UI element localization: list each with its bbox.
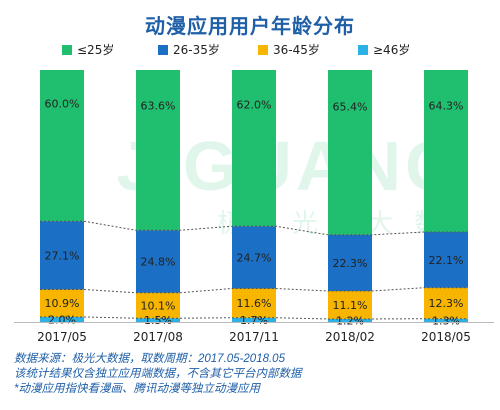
legend-item: ≤25岁 (62, 42, 114, 57)
legend-label: ≤25岁 (77, 42, 114, 57)
bar-segment (424, 232, 468, 288)
note-scope: 该统计结果仅含独立应用端数据，不含其它平台内部数据 (14, 368, 302, 380)
legend-item: 36-45岁 (258, 42, 320, 57)
bar-segment (40, 289, 84, 317)
bar-segment (40, 316, 84, 322)
legend-swatch (158, 45, 168, 55)
legend-label: ≥46岁 (373, 42, 410, 57)
watermark-char: 光 (292, 209, 318, 239)
bar-segment (328, 234, 372, 292)
data-label: 24.8% (141, 256, 176, 269)
x-tick-label: 2018/05 (421, 330, 471, 344)
bar-segment (424, 318, 468, 322)
legend-item: ≥46岁 (358, 42, 410, 57)
data-label: 10.1% (141, 299, 176, 312)
data-label: 22.3% (333, 257, 368, 270)
data-label: 65.4% (333, 100, 368, 113)
note-source: 数据来源：极光大数据，取数周期：2017.05-2018.05 (14, 353, 285, 365)
legend-swatch (62, 45, 72, 55)
legend-label: 36-45岁 (273, 42, 320, 57)
data-label: 12.3% (429, 297, 464, 310)
bar-segment (328, 291, 372, 319)
legend-swatch (358, 45, 368, 55)
x-tick-label: 2017/08 (133, 330, 183, 344)
data-label: 22.1% (429, 254, 464, 267)
bar-segment (232, 226, 276, 289)
data-label: 1.3% (432, 314, 460, 327)
data-label: 27.1% (45, 249, 80, 262)
bar-segment (136, 292, 180, 319)
x-tick-label: 2018/02 (325, 330, 375, 344)
data-label: 60.0% (45, 97, 80, 110)
bar-segment (40, 221, 84, 290)
data-label: 62.0% (237, 98, 272, 111)
bar-segment (232, 70, 276, 227)
source-notes: 数据来源：极光大数据，取数周期：2017.05-2018.05 该统计结果仅含独… (14, 352, 494, 397)
chart-title: 动漫应用用户年龄分布 (145, 16, 355, 38)
data-label: 63.6% (141, 99, 176, 112)
data-label: 1.7% (240, 314, 268, 327)
legend-label: 26-35岁 (173, 42, 220, 57)
bar-segment (328, 70, 372, 235)
bar-segment (40, 70, 84, 222)
bar-segment (424, 70, 468, 233)
x-tick-label: 2017/11 (229, 330, 279, 344)
bar-segment (136, 318, 180, 322)
x-tick-label: 2017/05 (37, 330, 87, 344)
data-label: 64.3% (429, 100, 464, 113)
note-definition: *动漫应用指快看漫画、腾讯动漫等独立动漫应用 (14, 383, 260, 395)
data-label: 2.0% (48, 313, 76, 326)
data-label: 24.7% (237, 251, 272, 264)
bar-segment (136, 230, 180, 293)
data-label: 1.5% (144, 314, 172, 327)
bar-segment (232, 317, 276, 322)
bar-segment (232, 288, 276, 318)
data-label: 10.9% (45, 297, 80, 310)
data-label: 1.2% (336, 314, 364, 327)
bar-segment (136, 70, 180, 231)
data-label: 11.1% (333, 299, 368, 312)
legend-item: 26-35岁 (158, 42, 220, 57)
bar-segment (424, 287, 468, 319)
bar-segment (328, 318, 372, 322)
data-label: 11.6% (237, 297, 272, 310)
legend-swatch (258, 45, 268, 55)
